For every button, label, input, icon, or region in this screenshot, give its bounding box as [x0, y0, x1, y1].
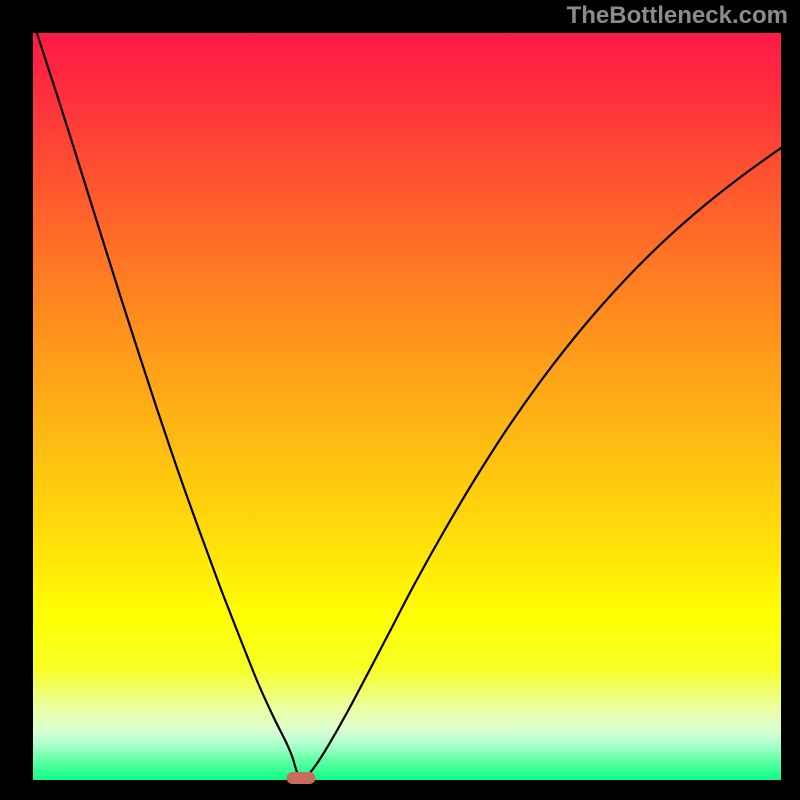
bottleneck-chart	[0, 0, 800, 800]
gradient-background	[33, 33, 781, 780]
watermark-text: TheBottleneck.com	[567, 2, 788, 30]
optimum-marker	[287, 772, 316, 784]
chart-container: TheBottleneck.com	[0, 0, 800, 800]
